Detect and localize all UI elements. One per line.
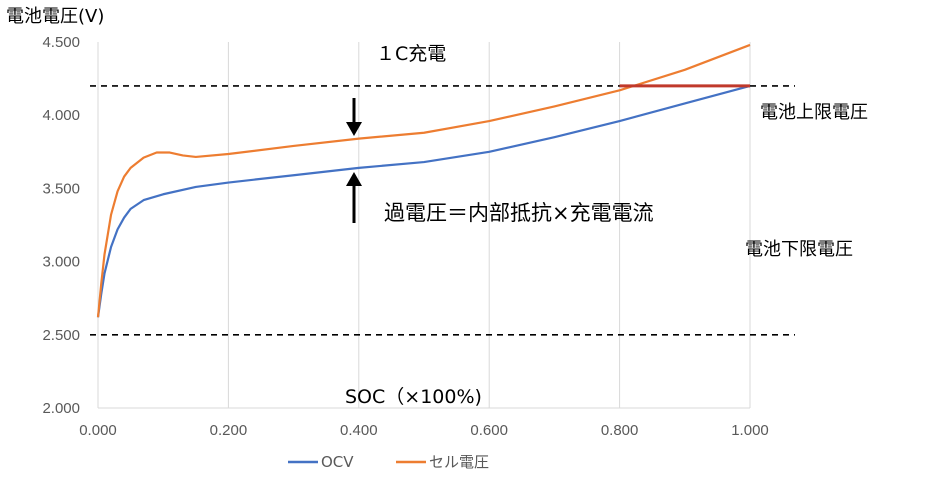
- rate-label: １C充電: [376, 43, 446, 65]
- y-tick-label: 2.000: [42, 400, 80, 417]
- legend-label-cell-voltage: セル電圧: [429, 453, 489, 471]
- x-tick-label: 0.600: [470, 422, 508, 439]
- x-tick-label: 0.400: [340, 422, 378, 439]
- y-tick-label: 4.500: [42, 34, 80, 51]
- upper-limit-label: 電池上限電圧: [760, 102, 868, 123]
- overvoltage-arrows: [346, 98, 362, 223]
- x-tick-label: 0.000: [79, 422, 117, 439]
- y-tick-label: 2.500: [42, 327, 80, 344]
- series-line-ocv: [96, 84, 751, 318]
- series-line-cell-voltage: [96, 43, 751, 318]
- down-arrow-head: [346, 122, 362, 136]
- x-tick-label: 0.800: [601, 422, 639, 439]
- x-axis-title: SOC（×100%): [345, 386, 482, 408]
- x-tick-labels: 0.000 0.200 0.400 0.600 0.800 1.000: [79, 422, 769, 439]
- series-lines: [96, 43, 751, 318]
- up-arrow-head: [346, 172, 362, 186]
- y-tick-label: 3.500: [42, 180, 80, 197]
- y-axis-title: 電池電圧(V): [6, 6, 104, 27]
- x-tick-label: 0.200: [210, 422, 248, 439]
- y-tick-label: 4.000: [42, 107, 80, 124]
- y-tick-label: 3.000: [42, 254, 80, 271]
- x-tick-label: 1.000: [731, 422, 769, 439]
- grid: [97, 42, 751, 409]
- legend-label-ocv: OCV: [321, 453, 354, 471]
- overvoltage-label: 過電圧＝内部抵抗×充電電流: [384, 201, 654, 225]
- lower-limit-label: 電池下限電圧: [745, 239, 853, 260]
- legend: OCV セル電圧: [288, 453, 489, 471]
- y-tick-labels: 2.000 2.500 3.000 3.500 4.000 4.500: [42, 34, 80, 417]
